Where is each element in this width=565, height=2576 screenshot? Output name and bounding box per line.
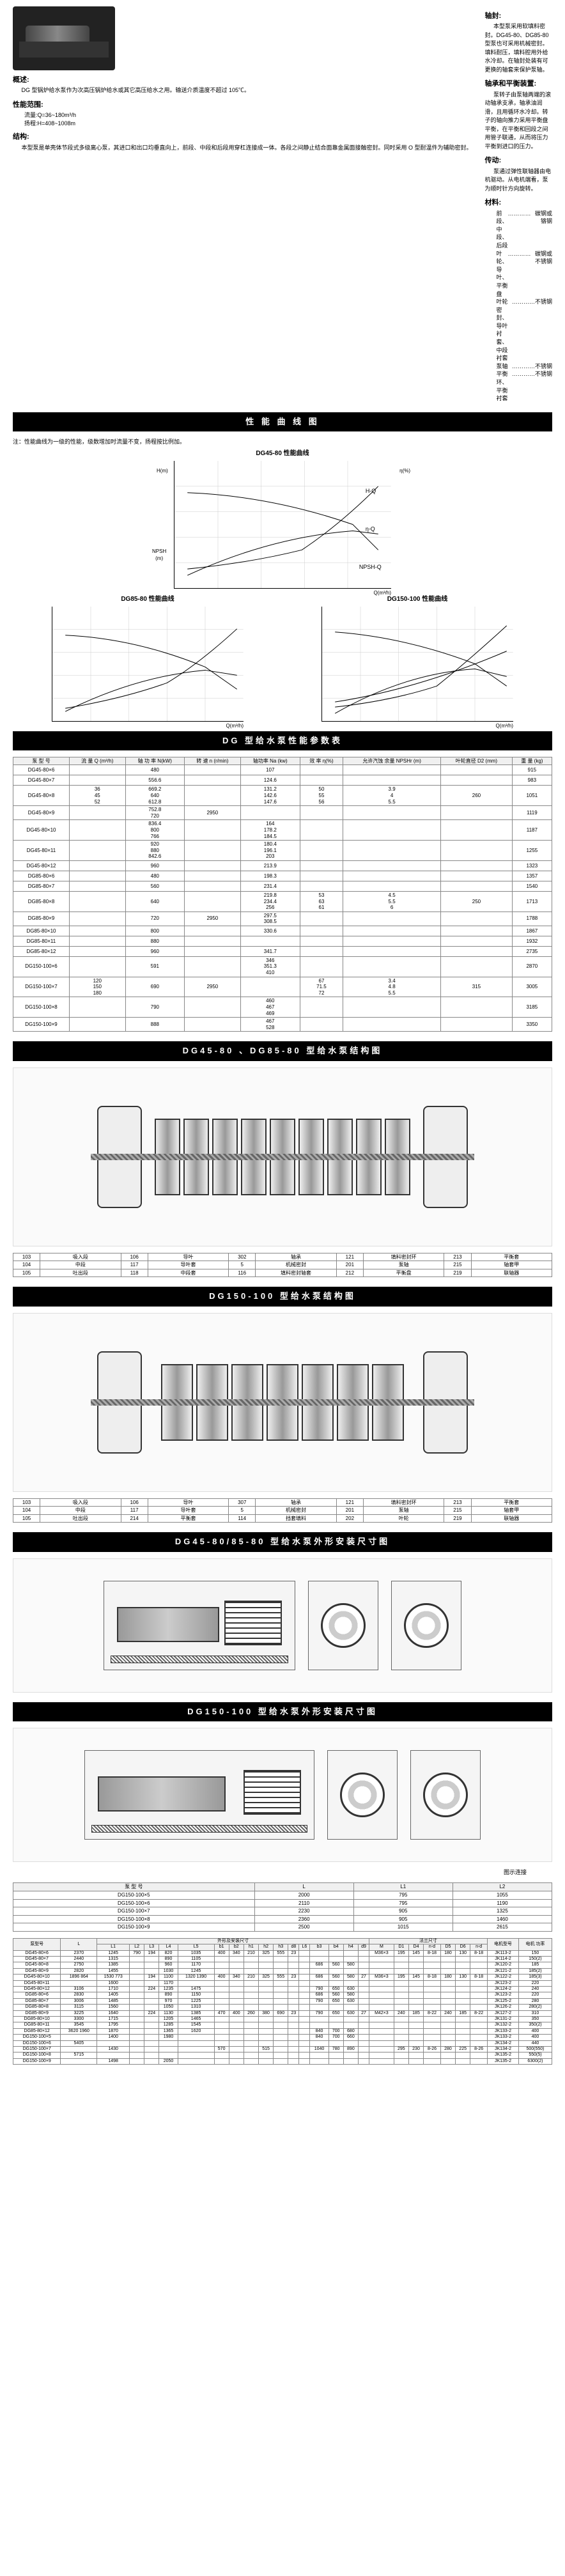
- svg-text:H-Q: H-Q: [366, 487, 376, 493]
- structure-diagram-2: [13, 1313, 552, 1492]
- svg-text:NPSH-Q: NPSH-Q: [359, 564, 382, 570]
- chart-note: 注：性能曲线为一级的性能，级数增加时流量不变，扬程按比例加。: [13, 438, 552, 446]
- svg-text:η-Q: η-Q: [366, 525, 375, 532]
- section-bar-outline1: DG45-80/85-80 型给水泵外形安装尺寸图: [13, 1532, 552, 1551]
- outline-diagram-2: [13, 1728, 552, 1862]
- overview-text: DG 型锅炉给水泵作为次高压锅炉给水或其它高压给水之用。输送介质温度不超过 10…: [13, 86, 472, 95]
- perf-flow: 流量:Q=36~180m³/h: [13, 111, 472, 120]
- bearing-text: 泵转子由泵轴两端的滚动轴承支承，轴承油润滑，且用循环水冷却。转子的轴向推力采用平…: [485, 91, 552, 151]
- chart1-title: DG45-80 性能曲线: [13, 449, 552, 458]
- section-bar-curves: 性 能 曲 线 图: [13, 412, 552, 431]
- dim150-table: 泵 型 号LL1L2 DG150-100×520007951055DG150-1…: [13, 1882, 552, 1932]
- bearing-title: 轴承和平衡装置:: [485, 79, 552, 89]
- section-bar-struct2: DG150-100 型给水泵结构图: [13, 1287, 552, 1306]
- section-bar-perf-table: DG 型给水泵性能参数表: [13, 731, 552, 750]
- installation-dimensions-table: 泵型号L外形及安装尺寸法兰尺寸电机型号电机 功率 L1L2L3L4L5b1b2h…: [13, 1938, 552, 2065]
- structure-text: 本型泵是单壳体节段式多级离心泵，其进口和出口均垂直向上，前段、中段和后段用穿杠连…: [13, 144, 472, 153]
- section-bar-struct1: DG45-80 、DG85-80 型给水泵结构图: [13, 1041, 552, 1060]
- drive-text: 泵通过弹性联轴器由电机驱动。从电机端看，泵为顺时针方向旋转。: [485, 167, 552, 194]
- structure-diagram-1: [13, 1067, 552, 1246]
- product-photo: [13, 6, 115, 70]
- overview-title: 概述:: [13, 75, 472, 85]
- chart3-title: DG150-100 性能曲线: [321, 595, 513, 604]
- chart2-title: DG85-80 性能曲线: [52, 595, 244, 604]
- shaft-seal-title: 轴封:: [485, 12, 552, 21]
- chart-dg85: Q(m³/h): [52, 607, 244, 722]
- shaft-seal-text: 本型泵采用软填料密封。DG45-80、DG85-80 型泵也可采用机械密封。填料…: [485, 22, 552, 74]
- materials-list: 前段、中段、后段…………碳钢或铬钢叶轮、导叶、平衡盘…………碳钢或不锈钢叶轮密封…: [485, 210, 552, 403]
- section-bar-outline2: DG150-100 型给水泵外形安装尺寸图: [13, 1702, 552, 1721]
- perf-head: 扬程:H=408~1008m: [13, 120, 472, 128]
- chart-dg45: H-Qη-QNPSH-Q H(m) η(%) NPSH(m) Q(m³/h): [174, 461, 391, 589]
- parts-table-2: 103吸入段106导叶307轴承121填料密封环213平衡套104中段117导叶…: [13, 1498, 552, 1523]
- chart-dg150: Q(m³/h): [321, 607, 513, 722]
- dim-note: 图示连接: [13, 1868, 552, 1877]
- header-section: 概述: DG 型锅炉给水泵作为次高压锅炉给水或其它高压给水之用。输送介质温度不超…: [13, 6, 552, 403]
- perf-range-title: 性能范围:: [13, 100, 472, 110]
- outline-diagram-1: [13, 1558, 552, 1693]
- performance-table: 泵 型 号流 量 Q (m³/h)轴 功 率 N(kW)转 速 n (r/min…: [13, 757, 552, 1032]
- drive-title: 传动:: [485, 156, 552, 166]
- material-title: 材料:: [485, 198, 552, 208]
- parts-table-1: 103吸入段106导叶302轴承121填料密封环213平衡套104中段117导叶…: [13, 1253, 552, 1278]
- structure-title: 结构:: [13, 132, 472, 142]
